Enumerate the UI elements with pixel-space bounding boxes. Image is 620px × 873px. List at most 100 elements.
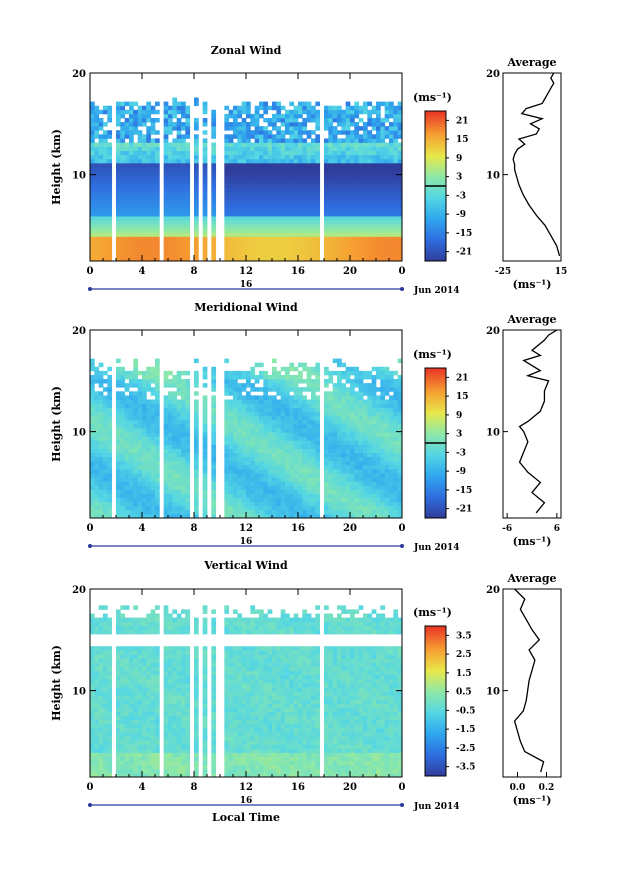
heatmap-cell	[263, 101, 269, 107]
heatmap-cell	[341, 493, 347, 498]
heatmap-cell	[341, 195, 347, 201]
heatmap-cell	[250, 452, 256, 458]
heatmap-cell	[194, 358, 199, 364]
heatmap-cell	[116, 175, 121, 180]
heatmap-cell	[380, 468, 386, 474]
heatmap-cell	[293, 485, 299, 490]
heatmap-cell	[250, 407, 256, 413]
heatmap-cell	[276, 403, 282, 409]
heatmap-cell	[163, 220, 169, 225]
heatmap-cell	[332, 448, 338, 454]
heatmap-cell	[224, 428, 230, 433]
heatmap-cell	[285, 428, 290, 433]
heatmap-cell	[350, 391, 355, 396]
heatmap-cell	[389, 374, 394, 380]
heatmap-cell	[341, 224, 347, 229]
heatmap-cell	[194, 126, 199, 131]
heatmap-cell	[94, 456, 100, 462]
heatmap-cell	[324, 248, 329, 254]
heatmap-cell	[267, 374, 273, 380]
heatmap-cell	[367, 179, 373, 184]
heatmap-cell	[137, 216, 143, 221]
heatmap-cell	[350, 175, 355, 180]
profile-title: Average	[506, 56, 556, 69]
heatmap-cell	[224, 256, 230, 262]
heatmap-cell	[228, 154, 234, 160]
heatmap-cell	[176, 150, 182, 156]
heatmap-cell	[397, 252, 403, 258]
heatmap-cell	[311, 252, 316, 258]
heatmap-cell	[254, 142, 260, 147]
heatmap-cell	[137, 399, 143, 404]
heatmap-cell	[98, 452, 104, 458]
heatmap-cell	[181, 244, 186, 250]
heatmap-cell	[315, 150, 321, 156]
heatmap-cell	[397, 175, 403, 180]
heatmap-cell	[393, 424, 399, 429]
heatmap-cell	[185, 232, 191, 237]
heatmap-cell	[285, 489, 290, 494]
heatmap-cell	[133, 142, 139, 147]
heatmap-cell	[397, 358, 403, 364]
heatmap-cell	[324, 240, 329, 246]
heatmap-cell	[259, 432, 264, 437]
heatmap-cell	[246, 158, 251, 164]
heatmap-cell	[397, 183, 403, 188]
colorbar-tick-label: -9	[456, 210, 466, 220]
heatmap-cell	[315, 509, 321, 515]
heatmap-cell	[267, 419, 273, 425]
heatmap-cell	[241, 134, 247, 139]
heatmap-cell	[142, 383, 147, 388]
heatmap-cell	[90, 362, 95, 368]
heatmap-cell	[146, 432, 152, 437]
heatmap-cell	[332, 252, 338, 258]
heatmap-cell	[168, 473, 173, 478]
heatmap-cell	[120, 256, 126, 262]
heatmap-cell	[328, 424, 334, 429]
heatmap-cell	[254, 477, 260, 482]
heatmap-cell	[332, 203, 338, 209]
heatmap-cell	[211, 436, 217, 441]
heatmap-cell	[298, 256, 303, 262]
heatmap-cell	[397, 468, 403, 474]
heatmap-cell	[233, 256, 238, 262]
heatmap-cell	[233, 113, 238, 119]
heatmap-cell	[354, 179, 360, 184]
heatmap-cell	[254, 473, 260, 478]
heatmap-cell	[272, 456, 277, 462]
heatmap-cell	[142, 464, 147, 470]
heatmap-cell	[233, 448, 238, 454]
heatmap-cell	[363, 477, 368, 482]
heatmap-cell	[285, 366, 290, 372]
heatmap-cell	[298, 424, 303, 429]
heatmap-cell	[328, 391, 334, 396]
heatmap-cell	[324, 473, 329, 478]
heatmap-cell	[293, 395, 299, 400]
heatmap-cell	[293, 171, 299, 176]
heatmap-cell	[272, 191, 277, 197]
heatmap-cell	[202, 493, 208, 498]
heatmap-cell	[202, 403, 208, 409]
heatmap-cell	[107, 395, 113, 400]
heatmap-cell	[315, 415, 321, 421]
heatmap-cell	[397, 248, 403, 254]
heatmap-cell	[98, 415, 104, 421]
heatmap-cell	[146, 203, 152, 209]
heatmap-cell	[332, 244, 338, 250]
heatmap-cell	[376, 387, 381, 392]
heatmap-cell	[384, 191, 390, 197]
heatmap-cell	[371, 171, 377, 176]
heatmap-cell	[276, 240, 282, 246]
heatmap-cell	[107, 146, 113, 152]
heatmap-cell	[341, 456, 347, 462]
heatmap-cell	[280, 501, 286, 507]
heatmap-cell	[137, 211, 143, 217]
heatmap-cell	[133, 493, 139, 498]
heatmap-cell	[146, 167, 152, 172]
heatmap-cell	[237, 105, 243, 111]
heatmap-cell	[133, 117, 139, 123]
heatmap-cell	[246, 109, 251, 115]
heatmap-cell	[324, 497, 329, 503]
heatmap-cell	[224, 162, 230, 168]
heatmap-cell	[98, 191, 104, 197]
